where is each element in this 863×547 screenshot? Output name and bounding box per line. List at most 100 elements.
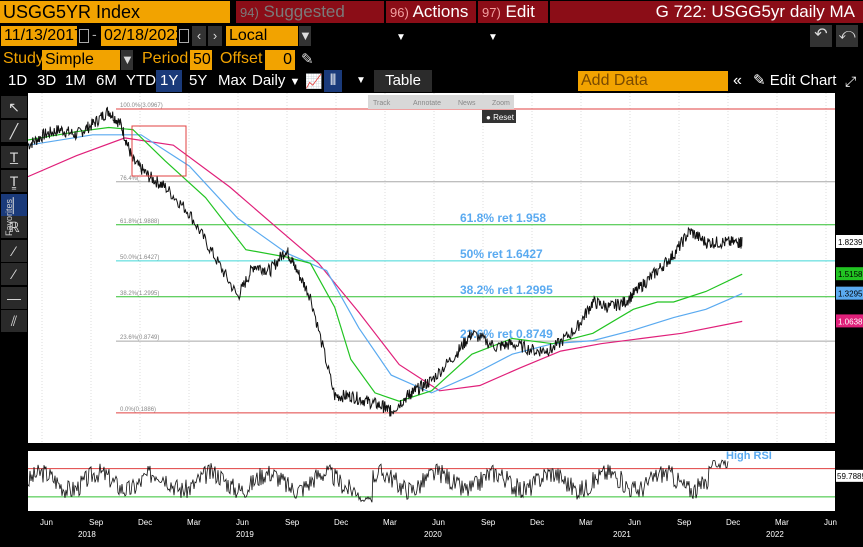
currency-caret-icon[interactable]: ▼	[299, 26, 312, 46]
vertical-line-tool-icon[interactable]: │	[1, 194, 27, 216]
period-label: Period	[142, 50, 189, 67]
chart-title: G 722: USGG5yr daily MA	[550, 1, 863, 23]
grid	[41, 93, 827, 443]
y-tick-label: 2.00	[838, 220, 854, 229]
range-6m[interactable]: 6M	[96, 72, 117, 89]
edit-label: Edit	[505, 2, 535, 21]
add-data-input[interactable]: Add Data	[578, 71, 728, 91]
pencil-icon[interactable]: ✎	[301, 51, 314, 68]
prev-arrow-icon[interactable]: ‹	[192, 26, 206, 46]
trendline-tool-icon[interactable]: ⁄	[1, 240, 27, 262]
y-tick-label: 1.00	[838, 324, 854, 333]
annotate-button[interactable]: Annotate	[413, 100, 441, 107]
reset-button[interactable]: ● Reset	[486, 113, 515, 122]
zoom-toolbar: Track Annotate News Zoom ● Reset	[368, 95, 516, 123]
favorites-label: Favorites	[4, 198, 14, 236]
y-tick-label: 0.00	[838, 429, 854, 438]
actions-label: Actions	[412, 2, 469, 21]
value-tag-label: 1.0638	[838, 317, 863, 326]
chart-type-caret-icon[interactable]: ▼	[356, 75, 366, 86]
rsi-value-tag-bg	[836, 469, 863, 482]
study-select[interactable]: Simple MA	[42, 50, 120, 88]
fib-small-label: 0.0%(0.1886)	[120, 407, 156, 413]
actions-menu[interactable]: 96) Actions ▼	[386, 1, 476, 43]
range-1m[interactable]: 1M	[65, 72, 86, 89]
range-3d[interactable]: 3D	[37, 72, 57, 89]
hline-tool-icon[interactable]: —	[1, 287, 27, 309]
start-calendar-icon[interactable]	[79, 29, 89, 43]
fib-tool-icon[interactable]: T̲	[1, 146, 27, 168]
range-max[interactable]: Max	[218, 72, 247, 89]
x-month-label: Jun	[40, 518, 53, 527]
x-year-label: 2021	[613, 530, 631, 539]
fullscreen-icon[interactable]: ⤢	[845, 73, 857, 89]
value-tag-label: 1.5158	[838, 270, 863, 279]
chart-area[interactable]: 100.0%(3.0967) 76.4%(61.8%(1.9888) 61.8% r…	[27, 93, 863, 542]
zoom-toolbar-bg	[368, 95, 514, 109]
interval-select[interactable]: Daily ▼	[252, 70, 300, 92]
edit-menu[interactable]: 97) Edit ▼	[478, 1, 548, 43]
ticker-field[interactable]: USGG5YR Index	[0, 1, 230, 23]
zoom-button[interactable]: Zoom	[492, 100, 510, 107]
fib-ext-tool-icon[interactable]: T̳	[1, 170, 27, 192]
rsi-panel: 80 40 59.7889 High RSI	[27, 450, 863, 503]
y-tick-label: 3.00	[838, 115, 854, 124]
reset-button-bg[interactable]	[482, 110, 516, 123]
series-ma_green	[27, 126, 743, 402]
date-dash: -	[92, 26, 97, 42]
collapse-icon[interactable]: «	[733, 72, 742, 89]
redo-icon[interactable]: ⤺	[836, 25, 858, 47]
bar-chart-icon[interactable]: ⫴	[324, 70, 342, 92]
period-input[interactable]: 50	[190, 50, 212, 70]
offset-input[interactable]: 0	[265, 50, 295, 70]
news-button[interactable]: News	[458, 100, 476, 107]
fib-big-label: 23.6% ret 0.8749	[460, 327, 553, 341]
value-tag-label: 1.3295	[838, 290, 863, 299]
retracement-tool-icon[interactable]: ℝ	[1, 216, 27, 238]
edit-chart-pencil-icon: ✎	[753, 72, 766, 89]
fib-big-label: 50% ret 1.6427	[460, 247, 543, 261]
rsi-tick-label: 80	[840, 458, 849, 467]
next-arrow-icon[interactable]: ›	[208, 26, 222, 46]
chart-svg: 100.0%(3.0967) 76.4%(61.8%(1.9888) 61.8% r…	[27, 93, 863, 542]
main-pane	[28, 93, 835, 443]
track-button[interactable]: Track	[373, 100, 391, 107]
range-5y[interactable]: 5Y	[189, 72, 208, 89]
range-1y[interactable]: 1Y	[156, 70, 183, 92]
suggested-charts-menu[interactable]: 94) Suggested Charts	[236, 1, 384, 44]
x-year-label: 2022	[766, 530, 784, 539]
range-1d[interactable]: 1D	[8, 72, 28, 89]
x-month-label: Jun	[432, 518, 445, 527]
edit-chart-button[interactable]: ✎ Edit Chart	[753, 70, 836, 92]
undo-icon[interactable]: ↶	[810, 25, 832, 47]
start-date-input[interactable]: 11/13/2017	[1, 26, 83, 46]
arrow-tool-icon[interactable]: ↖	[1, 96, 27, 118]
end-calendar-icon[interactable]	[179, 29, 189, 43]
x-year-label: 2019	[236, 530, 254, 539]
table-button[interactable]: Table	[374, 70, 432, 92]
line-chart-icon[interactable]: 📈	[305, 73, 323, 89]
interval-caret-icon: ▼	[289, 76, 301, 88]
ray-tool-icon[interactable]: ⁄	[1, 263, 27, 285]
range-ytd[interactable]: YTD	[126, 72, 156, 89]
fib-small-label: 76.4%(	[120, 176, 139, 182]
actions-num: 96)	[390, 5, 409, 20]
y-tick-label: 0.50	[838, 376, 854, 385]
channel-tool-icon[interactable]: ⫽	[1, 310, 27, 332]
x-month-label: Mar	[383, 518, 397, 527]
series-ma_blue	[27, 134, 743, 394]
end-date-input[interactable]: 02/18/2022	[101, 26, 184, 46]
value-tag-bg	[836, 286, 863, 300]
fib-big-label: 61.8% ret 1.958	[460, 211, 546, 225]
x-month-label: Dec	[726, 518, 740, 527]
x-year-label: 2018	[78, 530, 96, 539]
x-month-label: Dec	[138, 518, 152, 527]
x-month-label: Sep	[481, 518, 496, 527]
study-label: Study	[3, 50, 44, 67]
offset-label: Offset	[220, 50, 263, 67]
line-tool-icon[interactable]: ╱	[1, 120, 27, 142]
currency-select[interactable]: Local CCY	[226, 26, 298, 64]
value-tag-bg	[836, 314, 863, 328]
x-year-label: 2020	[424, 530, 442, 539]
study-caret-icon[interactable]: ▼	[121, 50, 134, 70]
